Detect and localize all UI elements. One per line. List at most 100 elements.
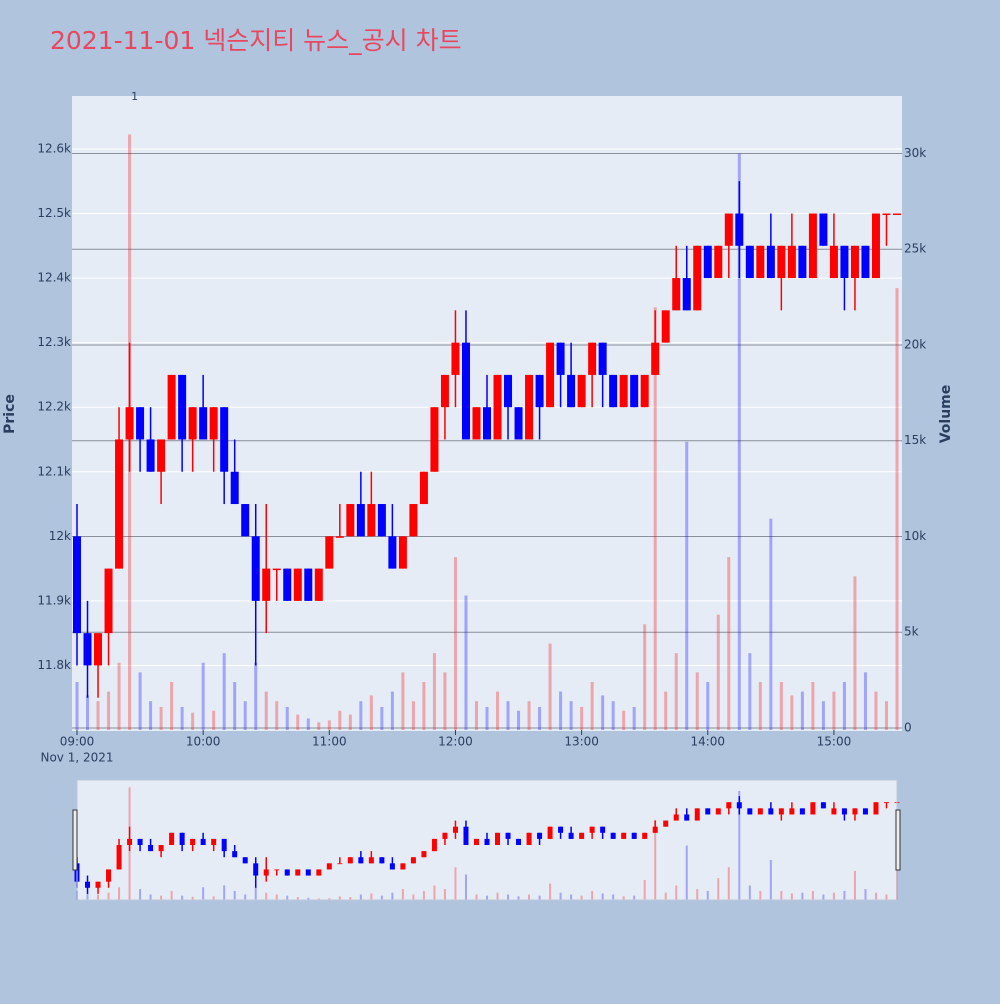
volume-bar [170,681,174,730]
y-tick-label: 11.8k [37,658,71,672]
volume-bar [97,894,100,900]
volume-bar [370,893,373,900]
y2-tick-label: 20k [904,337,926,351]
candle-body [326,863,332,870]
candle-body [190,838,196,846]
volume-bar [296,714,300,730]
y-tick-label: 12k [49,529,71,543]
volume-bar [422,681,426,730]
candle-body [567,374,576,408]
candle-body [777,245,786,279]
candle-body [652,826,658,833]
volume-bar [191,712,195,730]
volume-bar [759,890,762,900]
volume-bar [727,557,731,730]
candle-body [400,863,406,870]
volume-bar [675,885,678,900]
volume-bar [285,706,289,730]
volume-bar [138,672,142,730]
candle-body [356,504,365,537]
candle-body [367,504,376,537]
candle-body [388,536,397,569]
candle-body [104,568,113,634]
volume-bar [717,878,720,900]
volume-bar [769,518,773,730]
volume-bar [517,896,520,900]
candle-body [577,374,586,408]
candle-body [642,832,648,839]
volume-bar [328,898,331,900]
x-tick-label: 11:00 [312,735,347,749]
candle-body [209,407,218,440]
volume-bar [254,887,257,900]
volume-bar [853,870,856,900]
volume-bar [180,706,184,730]
x-tick-label: 09:00 [60,735,95,749]
candle-body [831,808,837,815]
y-axis-title: Price [2,394,18,434]
candle-body [409,504,418,537]
volume-bar [863,672,867,730]
volume-bar [338,710,342,730]
candle-body [768,808,774,815]
candle-body [682,278,691,311]
candle-body [115,439,124,569]
candle-body [83,633,92,666]
volume-bar [706,890,709,900]
volume-bar [160,895,163,900]
volume-bar [107,691,111,730]
volume-bar [307,897,310,900]
volume-bar [716,614,720,730]
candle-body [504,374,513,408]
volume-bar [244,894,247,900]
candle-body [73,536,81,634]
candle-body [463,826,469,846]
candle-body [799,808,805,815]
candle-body [546,342,555,408]
candle-body [85,881,91,888]
rangeslider-handle[interactable] [72,809,78,871]
y2-tick-label: 10k [904,529,926,543]
candle-body [756,245,765,279]
candle-body [200,838,206,846]
x-tick-label: 12:00 [438,735,473,749]
volume-bar [822,894,825,900]
candle-body [558,826,564,833]
volume-bar [727,867,730,900]
candle-body [789,808,795,815]
y-tick-label: 12.5k [37,206,71,220]
volume-bar [475,894,478,900]
candle-body [419,471,428,505]
x-tick-label: 15:00 [817,735,852,749]
volume-bar [748,653,752,730]
candle-body [579,832,585,839]
volume-bar [170,890,173,900]
candle-body [368,857,374,864]
volume-bar [538,706,542,730]
candle-body [430,407,439,472]
candle-body [787,245,796,279]
candle-body [431,838,437,852]
volume-bar [622,710,626,730]
volume-bar [432,653,436,730]
candle-body [347,857,353,864]
volume-bar [118,887,121,900]
volume-bar [338,896,341,900]
candle-body [621,832,627,839]
candle-body [672,278,681,311]
candle-body [283,568,292,601]
volume-bar [201,662,205,730]
volume-bar [296,897,299,900]
candle-body [820,802,826,809]
volume-bar [695,672,699,730]
volume-bar [75,681,79,730]
candle-body [735,213,744,246]
volume-bar [885,894,888,900]
candle-body [178,374,187,440]
volume-bar [464,874,467,900]
candle-body [598,342,607,375]
candle-body [808,213,817,279]
rangeslider-handle[interactable] [895,809,901,871]
candle-body [726,802,732,809]
